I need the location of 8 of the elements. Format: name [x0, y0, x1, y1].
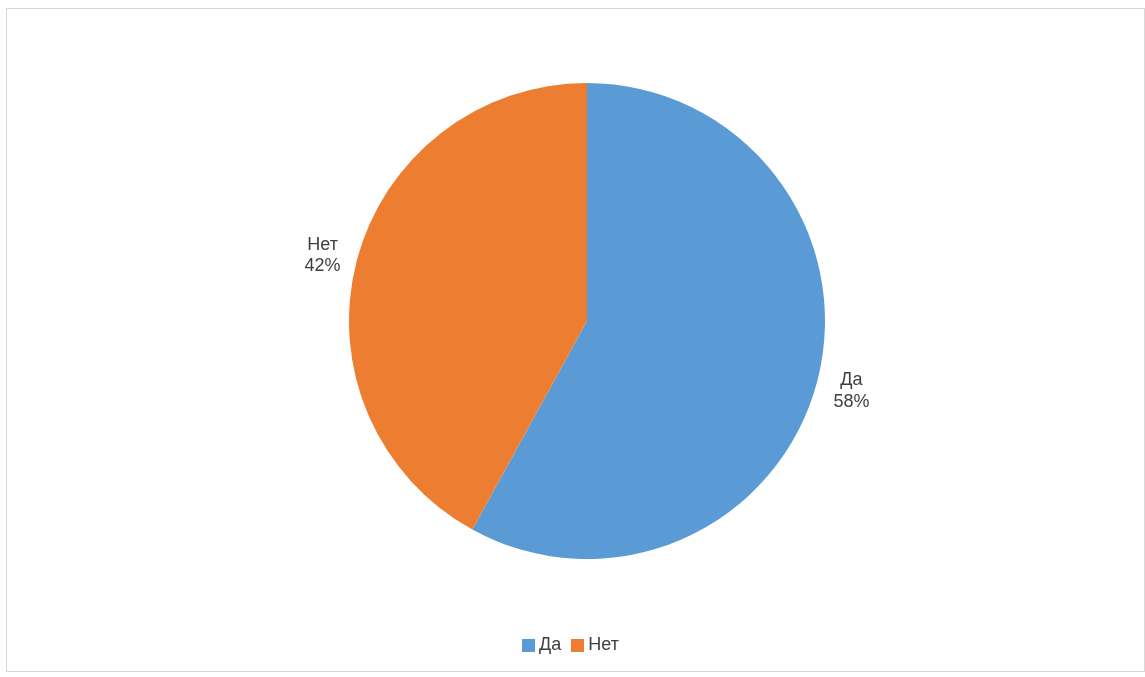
- pie-slice: [472, 83, 825, 559]
- legend-label: Нет: [588, 634, 619, 654]
- data-label: 42%: [304, 255, 341, 276]
- pie-slice: [349, 83, 587, 530]
- slice-label: Да: [840, 369, 864, 390]
- legend-label: Да: [539, 634, 562, 654]
- slice-label: Нет: [307, 233, 338, 254]
- data-label: 58%: [833, 390, 870, 411]
